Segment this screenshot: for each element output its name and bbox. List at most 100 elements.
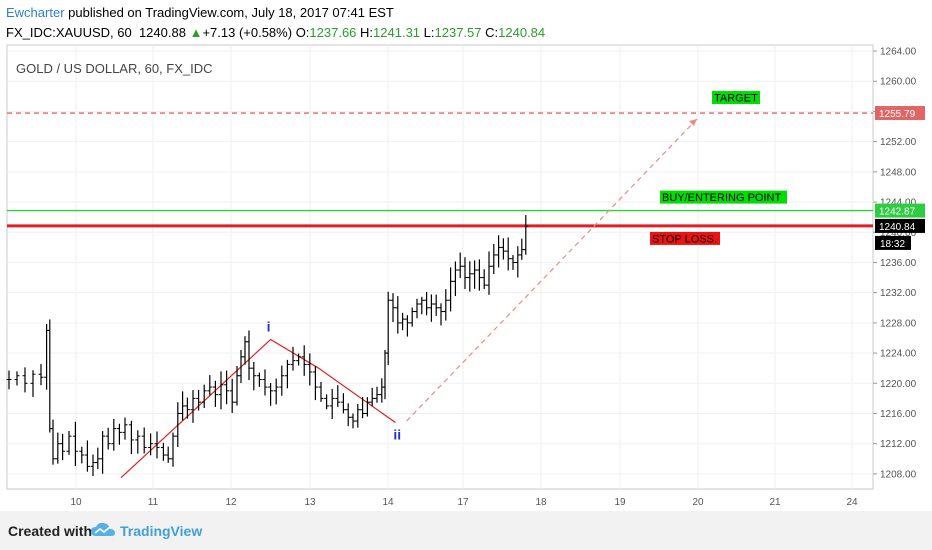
price-bar [141,427,147,454]
price-bar [201,384,207,409]
price-bar [148,433,154,456]
elliott-wave-line [120,338,396,479]
price-bar [448,267,454,312]
symbol-name: FX_IDC:XAUUSD, 60 [6,25,132,40]
price-bar [318,382,324,402]
close-value: 1240.84 [498,25,546,40]
price-bar [160,442,166,461]
publish-info: Ewcharter published on TradingView.com, … [6,5,394,20]
plot-frame [6,44,874,490]
target-annotation-box [712,91,760,105]
price-bar [268,382,274,406]
price-bar [170,432,176,467]
created-with-text: Created with [8,523,93,539]
buy-annotation-box [660,190,787,204]
footer: Created with TradingView [0,511,932,550]
buy-line-value: 1242.87 [879,207,916,218]
x-tick-label: 21 [769,497,781,508]
y-tick-label: 1212.00 [880,439,917,450]
price-bar [452,261,458,297]
tradingview-brand-link[interactable]: TradingView [120,523,203,539]
high-value: 1241.31 [373,25,421,40]
price-bar [116,423,122,445]
price-bar [55,432,61,464]
y-tick-label: 1224.00 [880,349,917,360]
wave-label-i: i [267,318,271,334]
open-label: O: [295,25,310,40]
y-tick-label: 1264.00 [880,47,917,58]
author-link[interactable]: Ewcharter [6,5,65,20]
horizontal-levels[interactable]: 1255.79 1242.87 1240.84 18:32 [7,106,925,250]
buy-annotation: BUY/ENTERING POINT [662,192,781,204]
price-bar [457,252,463,279]
price-bar [400,312,406,331]
grid [7,45,873,489]
price-bar [224,370,230,405]
price-bar [273,378,279,405]
price-bar [301,345,307,376]
price-bar [355,403,361,428]
countdown-value: 18:32 [880,239,905,250]
price-bars [6,215,529,477]
price-bar [218,371,224,410]
price-bar [390,293,396,323]
price-bar [324,394,330,410]
tradingview-cloud-icon [91,522,115,536]
price-bar [279,365,285,396]
price-bar [154,431,160,459]
price-bar [335,385,341,407]
price-bar [6,370,12,390]
price-bar [290,346,296,371]
price-bar [212,380,218,407]
price-bar [72,421,78,466]
price-bar [22,367,28,393]
low-label: L: [423,25,435,40]
price-bar [350,413,356,429]
projection-arrowhead [689,119,697,126]
chart-title: GOLD / US DOLLAR, 60, FX_IDC [16,61,213,76]
stop-line-value: 1240.84 [879,222,916,233]
price-bar [135,430,141,454]
price-bar [345,403,351,427]
price-bar [385,291,391,366]
price-bar [329,388,335,419]
x-tick-label: 17 [457,497,469,508]
price-bar [414,298,420,319]
price-bar [409,307,415,327]
x-tick-label: 20 [692,497,704,508]
price-bar [296,353,302,366]
price-bar [180,391,186,421]
price-bar [90,454,96,477]
price-bar [404,315,410,337]
stop-annotation: STOP LOSS. [652,233,717,245]
low-value: 1237.57 [434,25,482,40]
price-bar [111,418,117,451]
price-bar [312,366,318,401]
y-tick-label: 1228.00 [880,318,917,329]
price-bar [30,370,36,397]
price-bar [500,238,506,260]
price-bar [424,291,430,316]
price-bar [229,378,235,413]
price-chart[interactable]: 1208.00 1212.00 1216.00 1220.00 1224.00 1228.… [0,0,932,511]
high-label: H: [360,25,374,40]
publish-text: published on TradingView.com, July 18, 2… [68,5,394,20]
x-tick-label: 10 [70,497,82,508]
x-tick-label: 24 [846,497,858,508]
price-bar [364,397,370,417]
price-bar [428,294,434,322]
price-bar [128,420,134,455]
price-bar [481,269,487,290]
price-bar [523,215,529,255]
price-bar [95,447,101,469]
last-price: 1240.88 [138,25,186,40]
price-bar [472,260,478,289]
x-tick-label: 18 [535,497,547,508]
price-bar [100,431,106,474]
price-bar [369,387,375,407]
y-axis: 1208.00 1212.00 1216.00 1220.00 1224.00 1228.… [873,47,917,480]
price-change: +7.13 (+0.58%) [202,25,293,40]
y-tick-label: 1208.00 [880,469,917,480]
price-bar [395,296,401,334]
